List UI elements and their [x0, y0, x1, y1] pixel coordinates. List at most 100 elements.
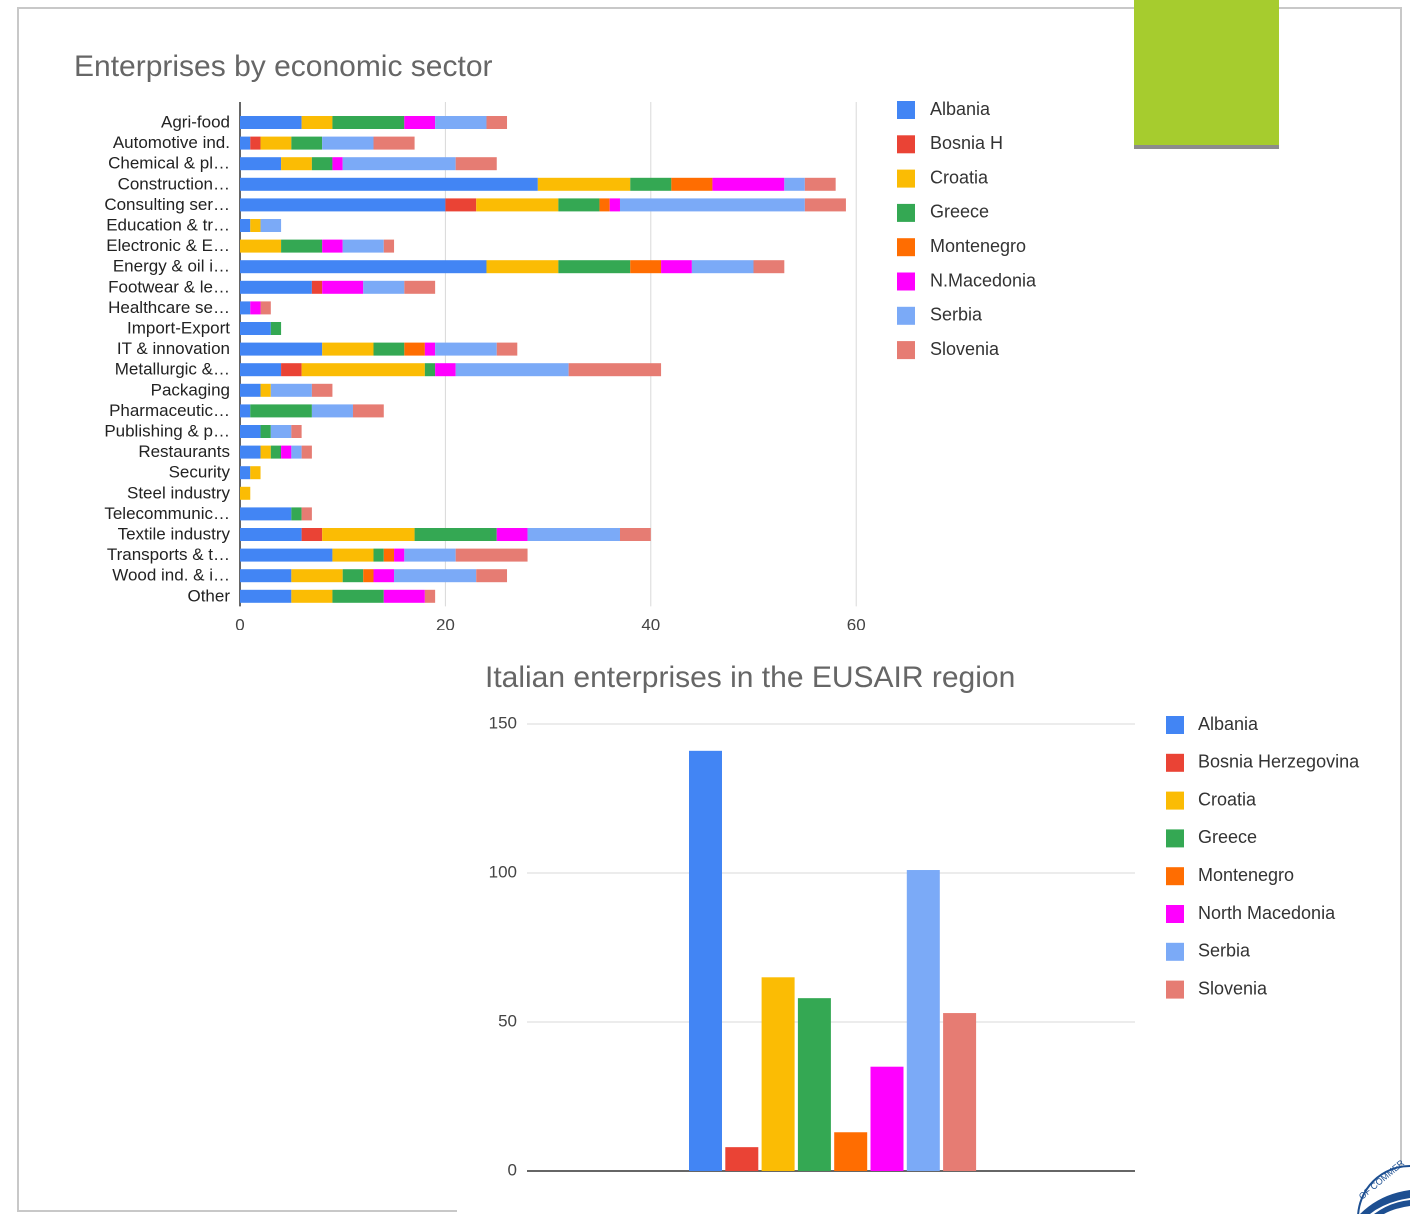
category-label: Wood ind. & i…	[112, 566, 230, 585]
bar-electronic-e-serbia	[342, 239, 384, 253]
bar-import-export-greece	[270, 322, 282, 335]
bar-construction-slovenia	[804, 177, 836, 191]
bar-telecommunic-albania	[240, 507, 292, 521]
bar-textile-industry-slovenia	[619, 528, 651, 541]
bar-consulting-ser-slovenia	[804, 198, 846, 212]
bar-publishing-p-slovenia	[291, 425, 302, 438]
bar-transports-t-montenegro	[383, 548, 395, 562]
bar-publishing-p-serbia	[270, 425, 292, 438]
category-label: Publishing & p…	[104, 421, 230, 440]
legend-swatch-croatia	[1166, 791, 1184, 810]
bar-wood-ind-i-n-macedonia	[373, 569, 395, 583]
bar-education-tr-croatia	[250, 219, 261, 232]
bar-pharmaceutic-albania	[240, 404, 251, 418]
legend-swatch-montenegro	[897, 238, 915, 257]
bar-slovenia	[943, 1013, 977, 1171]
bar-transports-t-croatia	[332, 548, 374, 562]
category-label: Pharmaceutic…	[109, 401, 230, 420]
sector-chart-title: Enterprises by economic sector	[74, 50, 493, 83]
bar-electronic-e-n-macedonia	[322, 239, 343, 253]
category-label: Textile industry	[118, 524, 231, 543]
bar-automotive-ind-albania	[240, 136, 251, 150]
bar-construction-serbia	[784, 177, 805, 191]
legend-swatch-bosnia-h	[897, 135, 915, 154]
bar-energy-oil-i-slovenia	[753, 260, 785, 274]
bar-it-innovation-slovenia	[496, 342, 518, 356]
bar-construction-montenegro	[671, 177, 713, 191]
bar-agri-food-greece	[332, 116, 405, 129]
x-tick-label: 20	[436, 615, 455, 630]
bar-metallurgic-albania	[240, 363, 282, 377]
bar-wood-ind-i-serbia	[394, 569, 477, 583]
category-label: Security	[169, 463, 231, 482]
bar-other-slovenia	[424, 589, 436, 603]
bar-steel-industry-croatia	[240, 486, 251, 500]
bar-agri-food-albania	[240, 116, 302, 129]
bar-it-innovation-serbia	[435, 342, 497, 356]
legend-swatch-greece	[897, 203, 915, 222]
category-label: Construction…	[118, 174, 230, 193]
bar-consulting-ser-montenegro	[599, 198, 610, 212]
bar-footwear-le-n-macedonia	[322, 280, 364, 294]
bar-chemical-pl-albania	[240, 157, 282, 171]
legend-label: North Macedonia	[1198, 903, 1336, 923]
legend-label: Greece	[1198, 827, 1257, 847]
category-label: Telecommunic…	[104, 504, 230, 523]
sector-chart-x-ticks: 0 20 40 60	[235, 615, 865, 630]
bar-construction-croatia	[537, 177, 631, 191]
bar-automotive-ind-bosnia-h	[250, 136, 261, 150]
bar-restaurants-slovenia	[301, 445, 312, 459]
bar-other-greece	[332, 589, 384, 603]
bar-metallurgic-n-macedonia	[435, 363, 456, 377]
bar-education-tr-serbia	[260, 219, 282, 232]
bar-croatia	[761, 977, 795, 1171]
category-label: Packaging	[151, 380, 230, 399]
category-label: IT & innovation	[117, 339, 230, 358]
legend-label: Albania	[930, 99, 991, 119]
bar-agri-food-n-macedonia	[404, 116, 436, 129]
category-label: Education & tr…	[106, 215, 230, 234]
bar-wood-ind-i-slovenia	[476, 569, 508, 583]
bar-transports-t-albania	[240, 548, 333, 562]
bar-footwear-le-slovenia	[404, 280, 436, 294]
bar-agri-food-croatia	[301, 116, 333, 129]
bar-restaurants-croatia	[260, 445, 271, 459]
sector-chart-legend: Albania Bosnia H Croatia Greece Montenegro N.…	[897, 99, 1037, 360]
bar-it-innovation-croatia	[322, 342, 374, 356]
sector-chart-bars	[240, 116, 846, 603]
italian-chart-y-ticks: 0 50 100 150	[489, 713, 517, 1179]
bar-restaurants-greece	[270, 445, 282, 459]
bar-restaurants-serbia	[291, 445, 302, 459]
category-label: Consulting ser…	[104, 195, 230, 214]
bar-energy-oil-i-n-macedonia	[661, 260, 692, 274]
legend-label: Serbia	[930, 305, 983, 325]
bar-consulting-ser-greece	[558, 198, 600, 212]
bar-security-croatia	[250, 466, 261, 480]
bar-healthcare-se-albania	[240, 301, 251, 315]
category-label: Other	[187, 586, 230, 605]
italian-chart-grid	[527, 723, 1135, 1172]
category-label: Electronic & E…	[106, 236, 230, 255]
bar-textile-industry-serbia	[527, 528, 620, 541]
bar-agri-food-slovenia	[486, 116, 508, 129]
legend-label: Slovenia	[1198, 978, 1268, 998]
y-tick-label: 100	[489, 862, 517, 881]
sector-chart: Enterprises by economic sector Agri-food…	[74, 50, 1037, 630]
bar-other-albania	[240, 589, 292, 603]
bar-metallurgic-slovenia	[568, 363, 662, 377]
bar-energy-oil-i-croatia	[486, 260, 559, 274]
bar-textile-industry-n-macedonia	[496, 528, 528, 541]
bar-packaging-croatia	[260, 383, 271, 397]
chamber-logo-icon: OF COMMER	[1340, 1160, 1410, 1214]
bar-automotive-ind-serbia	[322, 136, 374, 150]
legend-swatch-albania	[1166, 716, 1184, 734]
bar-greece	[797, 998, 831, 1171]
bar-consulting-ser-bosnia-h	[445, 198, 477, 212]
legend-label: Greece	[930, 202, 989, 222]
bar-metallurgic-serbia	[455, 363, 569, 377]
bar-construction-albania	[240, 177, 538, 191]
slide-divider	[17, 1210, 457, 1212]
italian-chart-legend: Albania Bosnia Herzegovina Croatia Greece Mo…	[1166, 714, 1360, 999]
bar-wood-ind-i-montenegro	[363, 569, 374, 583]
bar-transports-t-serbia	[404, 548, 456, 562]
